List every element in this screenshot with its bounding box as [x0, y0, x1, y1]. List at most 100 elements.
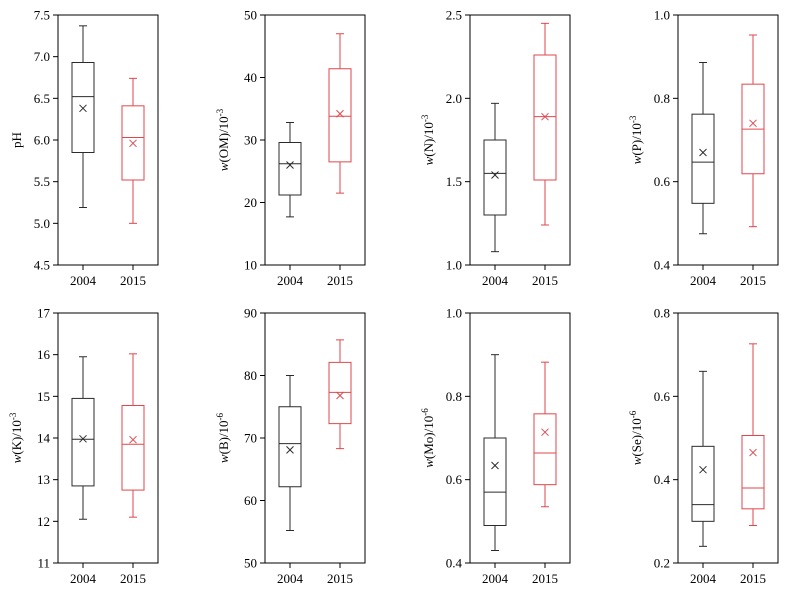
- mean-marker: [491, 171, 499, 179]
- y-axis-title: w(OM)/10-3: [215, 108, 231, 171]
- mean-marker-stroke: [491, 171, 499, 179]
- y-axis-title-exponent: -3: [8, 412, 18, 420]
- x-category-label: 2015: [532, 571, 558, 586]
- y-tick-label: 0.8: [654, 306, 670, 321]
- y-tick-label: 14: [37, 431, 51, 446]
- mean-marker: [336, 109, 344, 118]
- x-category-label: 2004: [482, 273, 509, 288]
- y-tick-label: 12: [37, 514, 50, 529]
- box-2015: [328, 33, 352, 194]
- y-axis-title: pH: [9, 132, 24, 148]
- y-tick-label: 7.0: [34, 49, 50, 64]
- iqr-box: [533, 54, 557, 181]
- mean-marker: [129, 435, 137, 444]
- y-tick-label: 1.0: [446, 306, 462, 321]
- mean-marker-stroke: [541, 428, 549, 437]
- x-category-label: 2015: [120, 273, 146, 288]
- box-2015: [121, 353, 145, 518]
- mean-marker: [699, 465, 707, 474]
- mean-marker: [749, 119, 757, 128]
- box-2004: [278, 375, 302, 531]
- iqr-box: [121, 405, 145, 491]
- iqr-box: [71, 397, 95, 487]
- y-axis-title-text: pH: [9, 132, 24, 148]
- iqr-box: [278, 142, 302, 196]
- y-tick-label: 7.5: [34, 8, 50, 23]
- mean-marker: [749, 448, 757, 457]
- y-tick-label: 17: [37, 306, 51, 321]
- mean-marker: [336, 391, 344, 400]
- chart-panel-8: 0.2 0.4 0.6 0.8 2004 2015 w(Se)/10-6: [628, 306, 779, 586]
- plot-frame: [264, 14, 366, 266]
- iqr-box: [483, 139, 507, 216]
- plot-frame: [264, 312, 366, 564]
- y-tick-label: 40: [244, 70, 257, 85]
- y-tick-label: 16: [37, 347, 51, 362]
- y-tick-label: 13: [37, 472, 50, 487]
- box-2004: [691, 370, 715, 547]
- y-axis-title-exponent: -6: [628, 410, 638, 418]
- y-tick-label: 50: [244, 556, 257, 571]
- y-tick-label: 0.4: [654, 472, 671, 487]
- mean-marker: [79, 104, 87, 113]
- y-tick-label: 0.8: [446, 389, 462, 404]
- mean-marker-stroke: [336, 109, 344, 118]
- iqr-box: [533, 413, 557, 486]
- box-2015: [533, 361, 557, 508]
- box-2004: [278, 122, 302, 218]
- mean-marker: [286, 446, 294, 454]
- y-tick-label: 0.6: [654, 174, 671, 189]
- mean-marker-stroke: [79, 104, 87, 113]
- mean-marker-stroke: [336, 391, 344, 400]
- box-2004: [71, 356, 95, 520]
- y-axis-title-symbol: w: [629, 155, 644, 164]
- y-axis-title-exponent: -3: [420, 114, 430, 122]
- y-axis-title-text: (P)/10: [629, 123, 644, 156]
- y-tick-label: 1.5: [446, 174, 462, 189]
- y-axis-title-exponent: -3: [628, 115, 638, 123]
- y-tick-label: 1.0: [446, 258, 462, 273]
- box-2015: [533, 22, 557, 226]
- y-axis-title-text: (K)/10: [9, 420, 24, 455]
- chart-panel-1: 4.5 5.0 5.5 6.0 6.5 7.0 7.5 2004 2015 pH: [9, 8, 159, 288]
- mean-marker: [129, 139, 137, 148]
- mean-marker-stroke: [749, 119, 757, 128]
- y-axis-title: w(N)/10-3: [420, 114, 436, 165]
- y-axis-title-symbol: w: [629, 456, 644, 465]
- box-2015: [741, 343, 765, 526]
- y-tick-label: 6.5: [34, 91, 50, 106]
- y-tick-label: 0.8: [654, 91, 670, 106]
- plot-frame: [469, 312, 571, 564]
- x-category-label: 2004: [70, 273, 97, 288]
- iqr-box: [278, 406, 302, 488]
- chart-panel-3: 1.0 1.5 2.0 2.5 2004 2015 w(N)/10-3: [420, 8, 571, 288]
- x-category-label: 2015: [740, 571, 766, 586]
- y-tick-label: 15: [37, 389, 50, 404]
- y-tick-label: 80: [244, 368, 257, 383]
- y-tick-label: 2.0: [446, 91, 462, 106]
- y-tick-label: 10: [244, 258, 257, 273]
- x-category-label: 2015: [327, 273, 353, 288]
- box-2004: [691, 62, 715, 235]
- plot-frame: [57, 312, 159, 564]
- iqr-box: [483, 437, 507, 526]
- mean-marker: [699, 148, 707, 157]
- chart-panel-7: 0.4 0.6 0.8 1.0 2004 2015 w(Mo)/10-6: [420, 306, 571, 586]
- x-category-label: 2004: [482, 571, 509, 586]
- box-2015: [121, 77, 145, 224]
- x-category-label: 2015: [120, 571, 146, 586]
- box-2015: [328, 339, 352, 450]
- y-axis-title-symbol: w: [216, 162, 231, 171]
- mean-marker: [286, 161, 294, 169]
- y-axis-title-symbol: w: [421, 459, 436, 468]
- y-axis-title-exponent: -6: [420, 408, 430, 416]
- y-tick-label: 5.5: [34, 174, 50, 189]
- x-category-label: 2004: [690, 273, 717, 288]
- y-tick-label: 0.6: [654, 389, 671, 404]
- x-category-label: 2004: [277, 571, 304, 586]
- mean-marker: [79, 434, 87, 443]
- y-axis-title-symbol: w: [421, 156, 436, 165]
- y-axis-title: w(K)/10-3: [8, 412, 24, 463]
- x-category-label: 2015: [327, 571, 353, 586]
- iqr-box: [691, 113, 715, 204]
